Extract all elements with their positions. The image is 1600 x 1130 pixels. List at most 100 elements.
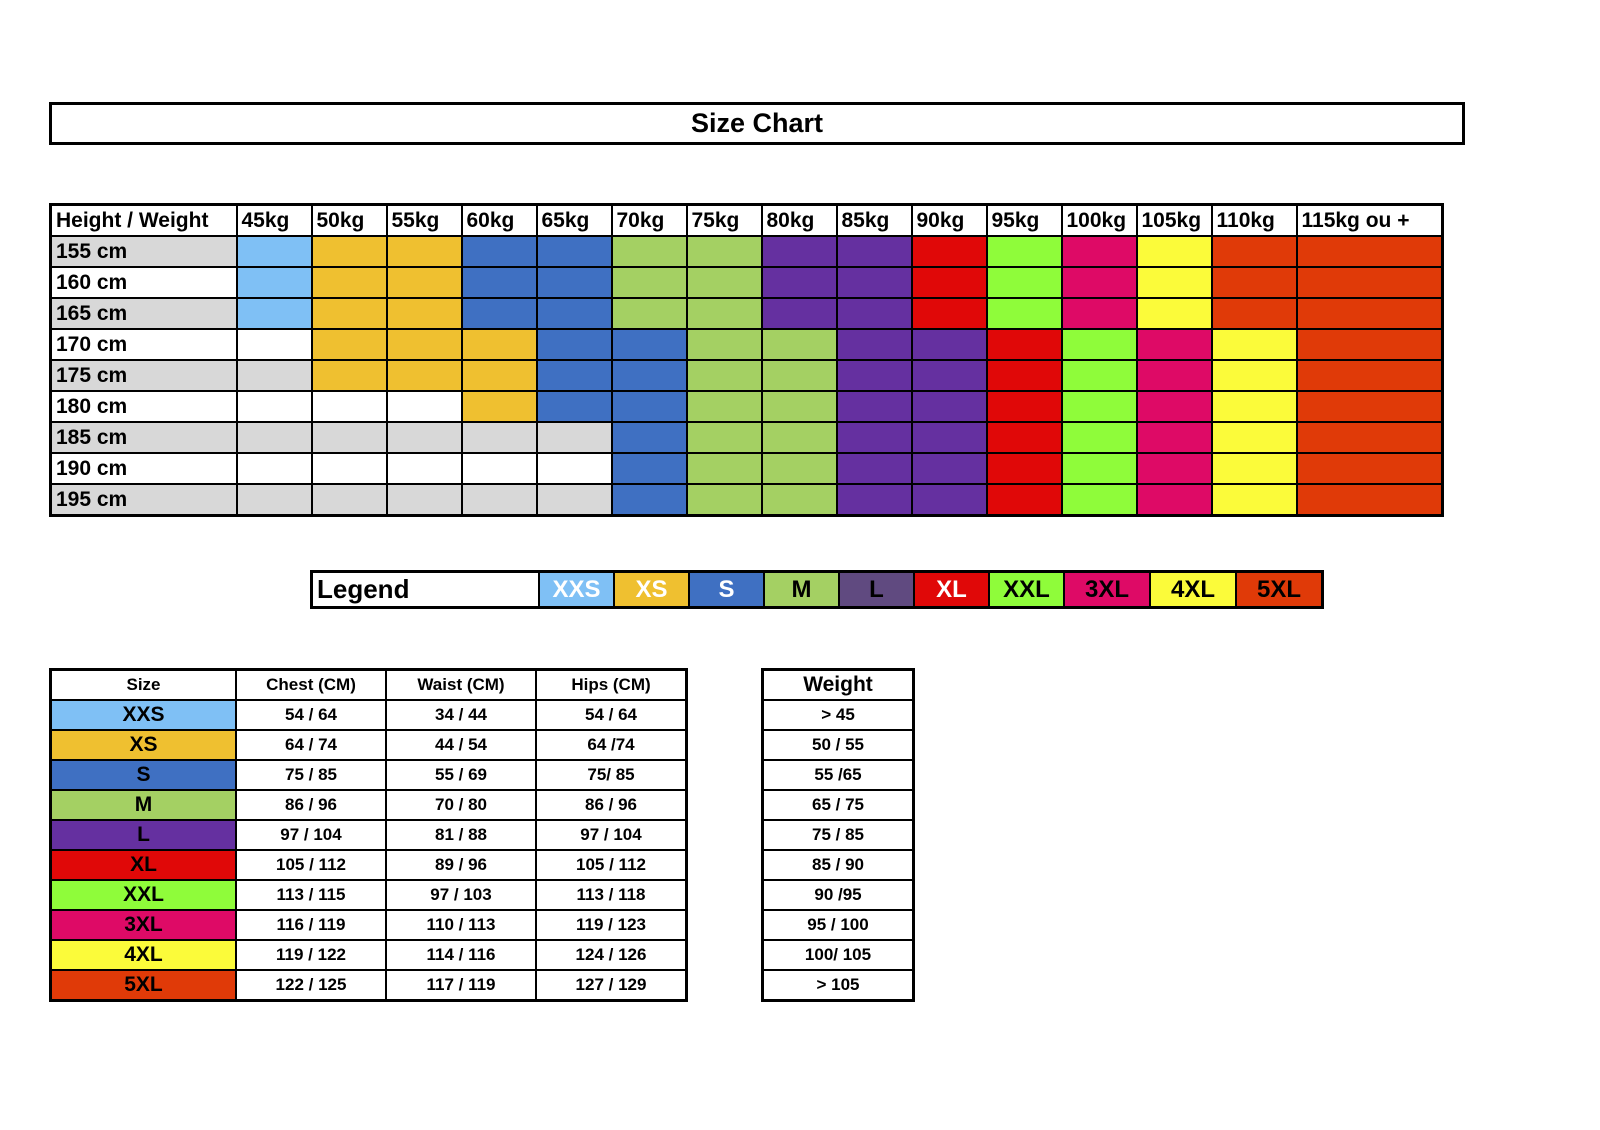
page-title: Size Chart xyxy=(49,102,1465,145)
size-cell-m xyxy=(685,297,763,330)
measurement-value: 117 / 119 xyxy=(385,969,537,1002)
legend-item-xxl: XXL xyxy=(988,570,1065,609)
measurement-value: 86 / 96 xyxy=(535,789,688,821)
size-cell-4xl xyxy=(1210,483,1298,517)
weight-value: 65 / 75 xyxy=(761,789,915,821)
size-cell-xxs xyxy=(235,297,313,330)
legend-item-s: S xyxy=(688,570,765,609)
size-cell-xs xyxy=(460,390,538,423)
legend-item-xxs: XXS xyxy=(538,570,615,609)
size-cell-4xl xyxy=(1210,390,1298,423)
size-cell-s xyxy=(610,328,688,361)
empty-cell xyxy=(310,452,388,485)
size-cell-m xyxy=(610,235,688,268)
weight-column-header: 95kg xyxy=(985,203,1063,237)
size-cell-m xyxy=(760,452,838,485)
empty-cell xyxy=(235,328,313,361)
size-cell-s xyxy=(460,235,538,268)
grid-row: 185 cm xyxy=(49,421,1444,454)
weight-column-header: 105kg xyxy=(1135,203,1213,237)
measurement-value: 116 / 119 xyxy=(235,909,387,941)
size-cell-l xyxy=(760,235,838,268)
weight-table: Weight > 45 50 / 55 55 /65 65 / 75 75 / 85 85… xyxy=(761,668,915,1002)
measurements-header-row: Size Chest (CM) Waist (CM) Hips (CM) xyxy=(49,668,688,701)
height-label: 170 cm xyxy=(49,328,238,361)
measurements-column-header: Size xyxy=(49,668,237,701)
size-cell-xxl xyxy=(985,235,1063,268)
weight-value: 85 / 90 xyxy=(761,849,915,881)
size-cell-4xl xyxy=(1210,452,1298,485)
size-cell-xs xyxy=(310,235,388,268)
size-cell-5xl xyxy=(1295,390,1444,423)
measurement-value: 75/ 85 xyxy=(535,759,688,791)
weight-value: 90 /95 xyxy=(761,879,915,911)
empty-cell xyxy=(385,390,463,423)
weight-row: > 105 xyxy=(761,969,915,1002)
size-cell-m xyxy=(685,452,763,485)
grid-row: 195 cm xyxy=(49,483,1444,517)
size-cell-xxl xyxy=(1060,452,1138,485)
size-cell-xxl xyxy=(1060,328,1138,361)
size-cell-xxl xyxy=(985,297,1063,330)
size-cell-3xl xyxy=(1135,359,1213,392)
weight-row: 55 /65 xyxy=(761,759,915,791)
size-label: M xyxy=(49,789,237,821)
size-cell-5xl xyxy=(1210,235,1298,268)
legend-item-m: M xyxy=(763,570,840,609)
measurements-row: L 97 / 104 81 / 88 97 / 104 xyxy=(49,819,688,851)
size-cell-l xyxy=(835,297,913,330)
measurement-value: 119 / 122 xyxy=(235,939,387,971)
measurement-value: 64 /74 xyxy=(535,729,688,761)
size-cell-xxl xyxy=(1060,421,1138,454)
size-cell-xl xyxy=(910,266,988,299)
size-cell-s xyxy=(535,359,613,392)
empty-cell xyxy=(235,421,313,454)
weight-row: > 45 xyxy=(761,699,915,731)
measurement-value: 113 / 118 xyxy=(535,879,688,911)
legend-row: Legend XXS XS S M L XL XXL 3XL 4XL 5XL xyxy=(310,570,1324,609)
empty-cell xyxy=(385,483,463,517)
empty-cell xyxy=(310,421,388,454)
size-cell-xs xyxy=(385,359,463,392)
size-label: 4XL xyxy=(49,939,237,971)
size-cell-5xl xyxy=(1295,266,1444,299)
legend-label: Legend xyxy=(310,570,540,609)
size-cell-3xl xyxy=(1060,266,1138,299)
empty-cell xyxy=(460,452,538,485)
size-cell-xxl xyxy=(985,266,1063,299)
empty-cell xyxy=(310,483,388,517)
size-cell-m xyxy=(685,421,763,454)
size-cell-4xl xyxy=(1135,235,1213,268)
measurement-value: 105 / 112 xyxy=(235,849,387,881)
size-cell-xs xyxy=(310,359,388,392)
size-cell-xxl xyxy=(1060,483,1138,517)
size-cell-xs xyxy=(460,328,538,361)
measurement-value: 105 / 112 xyxy=(535,849,688,881)
size-cell-l xyxy=(760,297,838,330)
size-cell-s xyxy=(610,483,688,517)
weight-column-header: 75kg xyxy=(685,203,763,237)
measurements-row: M 86 / 96 70 / 80 86 / 96 xyxy=(49,789,688,821)
size-cell-s xyxy=(610,390,688,423)
size-cell-m xyxy=(685,328,763,361)
size-cell-xl xyxy=(910,297,988,330)
size-cell-s xyxy=(460,266,538,299)
size-cell-xxl xyxy=(1060,390,1138,423)
measurements-row: XXL 113 / 115 97 / 103 113 / 118 xyxy=(49,879,688,911)
size-cell-xs xyxy=(385,266,463,299)
size-cell-m xyxy=(760,483,838,517)
measurements-row: XS 64 / 74 44 / 54 64 /74 xyxy=(49,729,688,761)
measurements-row: 3XL 116 / 119 110 / 113 119 / 123 xyxy=(49,909,688,941)
size-cell-s xyxy=(610,421,688,454)
grid-row: 175 cm xyxy=(49,359,1444,392)
measurement-value: 97 / 104 xyxy=(535,819,688,851)
grid-row: 160 cm xyxy=(49,266,1444,299)
measurements-row: S 75 / 85 55 / 69 75/ 85 xyxy=(49,759,688,791)
measurement-value: 34 / 44 xyxy=(385,699,537,731)
size-cell-5xl xyxy=(1295,328,1444,361)
measurements-column-header: Waist (CM) xyxy=(385,668,537,701)
size-cell-s xyxy=(535,297,613,330)
size-cell-4xl xyxy=(1210,328,1298,361)
size-label: L xyxy=(49,819,237,851)
size-cell-l xyxy=(910,390,988,423)
